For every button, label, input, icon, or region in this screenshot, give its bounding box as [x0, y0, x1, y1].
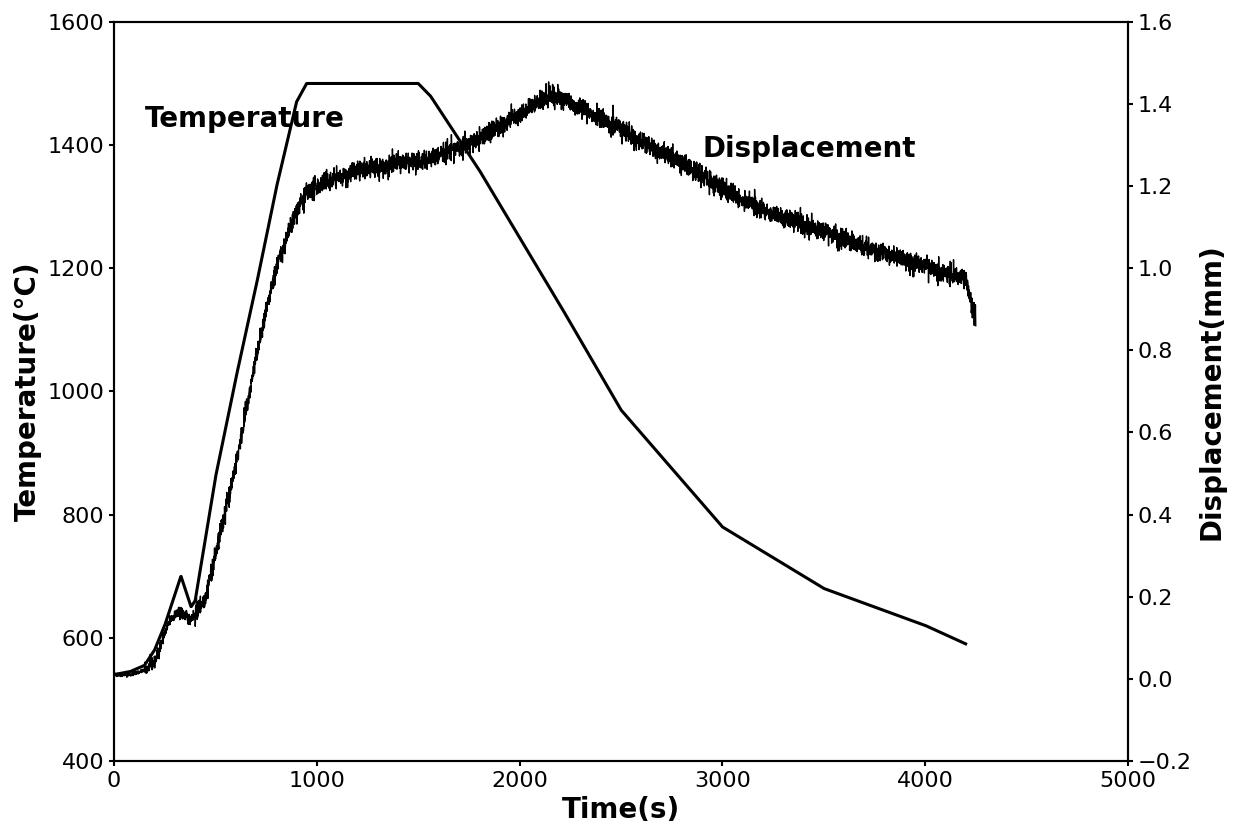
Y-axis label: Temperature(°C): Temperature(°C)	[14, 261, 42, 521]
Text: Displacement: Displacement	[703, 136, 916, 163]
Text: Temperature: Temperature	[145, 105, 344, 132]
Y-axis label: Displacement(mm): Displacement(mm)	[1197, 243, 1225, 540]
X-axis label: Time(s): Time(s)	[561, 796, 680, 824]
